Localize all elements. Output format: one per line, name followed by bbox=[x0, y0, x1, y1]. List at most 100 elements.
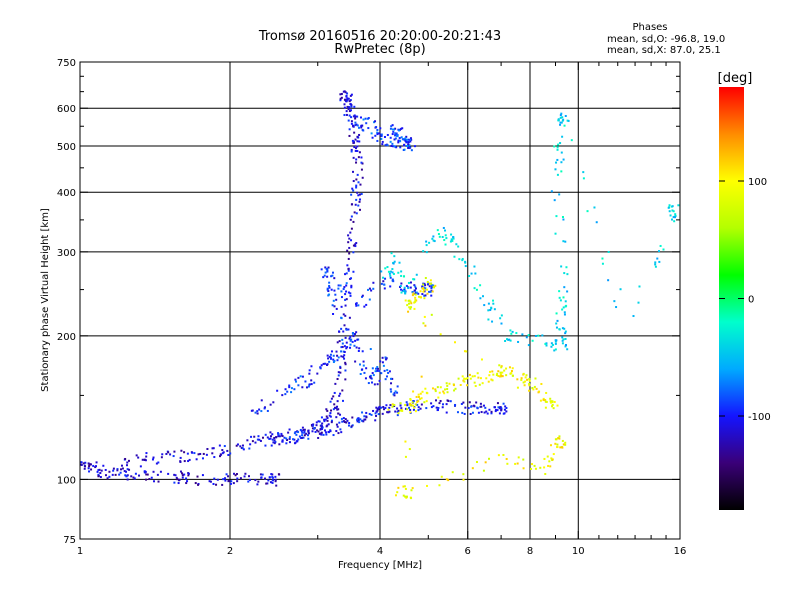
data-point bbox=[388, 272, 391, 275]
data-point bbox=[500, 365, 503, 368]
data-point bbox=[350, 93, 353, 96]
data-point bbox=[400, 270, 403, 273]
data-point bbox=[593, 206, 596, 209]
data-point bbox=[353, 211, 356, 214]
data-point bbox=[374, 120, 377, 123]
data-point bbox=[235, 472, 238, 475]
data-point bbox=[144, 470, 147, 473]
data-point bbox=[264, 477, 267, 480]
data-point bbox=[396, 391, 399, 394]
data-point bbox=[405, 284, 408, 287]
data-point bbox=[326, 287, 329, 290]
data-point bbox=[141, 458, 144, 461]
data-point bbox=[331, 304, 334, 307]
data-point bbox=[672, 216, 675, 219]
data-point bbox=[375, 367, 378, 370]
data-point bbox=[560, 170, 563, 173]
data-point bbox=[437, 233, 440, 236]
data-point bbox=[406, 408, 409, 411]
data-point bbox=[357, 156, 360, 159]
data-point bbox=[340, 305, 343, 308]
data-point bbox=[254, 411, 257, 414]
data-point bbox=[487, 309, 490, 312]
data-point bbox=[355, 302, 358, 305]
data-point bbox=[495, 374, 498, 377]
data-point bbox=[278, 435, 281, 438]
data-point bbox=[341, 342, 344, 345]
data-point bbox=[88, 463, 91, 466]
data-point bbox=[429, 279, 432, 282]
data-point bbox=[319, 428, 322, 431]
x-tick-label: 6 bbox=[465, 546, 471, 557]
data-point bbox=[349, 346, 352, 349]
data-point bbox=[386, 144, 389, 147]
data-point bbox=[280, 432, 283, 435]
data-point bbox=[212, 447, 215, 450]
data-point bbox=[143, 458, 146, 461]
data-point bbox=[402, 290, 405, 293]
data-point bbox=[288, 386, 291, 389]
data-point bbox=[487, 302, 490, 305]
data-point bbox=[567, 119, 570, 122]
data-point bbox=[244, 472, 247, 475]
data-point bbox=[360, 156, 363, 159]
data-point bbox=[520, 377, 523, 380]
stats-x-line: mean, sd,X: 87.0, 25.1 bbox=[607, 45, 721, 56]
data-point bbox=[392, 262, 395, 265]
data-point bbox=[386, 369, 389, 372]
data-point bbox=[206, 447, 209, 450]
data-point bbox=[367, 127, 370, 130]
data-point bbox=[380, 133, 383, 136]
data-point bbox=[340, 431, 343, 434]
data-point bbox=[239, 477, 242, 480]
data-point bbox=[522, 381, 525, 384]
data-point bbox=[423, 288, 426, 291]
data-point bbox=[556, 146, 559, 149]
data-point bbox=[662, 248, 665, 251]
data-point bbox=[265, 482, 268, 485]
data-point bbox=[527, 344, 530, 347]
data-point bbox=[145, 478, 148, 481]
data-point bbox=[330, 275, 333, 278]
data-point bbox=[442, 226, 445, 229]
data-point bbox=[381, 140, 384, 143]
data-point bbox=[450, 233, 453, 236]
data-point bbox=[562, 240, 565, 243]
data-point bbox=[613, 300, 616, 303]
data-point bbox=[119, 471, 122, 474]
data-point bbox=[468, 401, 471, 404]
data-point bbox=[426, 392, 429, 395]
data-point bbox=[332, 299, 335, 302]
data-point bbox=[316, 429, 319, 432]
data-point bbox=[342, 420, 345, 423]
data-point bbox=[493, 308, 496, 311]
data-point bbox=[488, 457, 491, 460]
data-point bbox=[332, 354, 335, 357]
data-point bbox=[553, 145, 556, 148]
data-point bbox=[271, 479, 274, 482]
data-point bbox=[438, 484, 441, 487]
data-point bbox=[564, 441, 567, 444]
data-point bbox=[254, 479, 257, 482]
data-point bbox=[670, 218, 673, 221]
data-point bbox=[156, 473, 159, 476]
data-point bbox=[404, 495, 407, 498]
data-point bbox=[378, 379, 381, 382]
data-point bbox=[236, 443, 239, 446]
data-point bbox=[375, 410, 378, 413]
data-point bbox=[392, 145, 395, 148]
data-point bbox=[390, 145, 393, 148]
data-point bbox=[400, 136, 403, 139]
data-point bbox=[533, 464, 536, 467]
y-tick-label: 500 bbox=[57, 142, 76, 153]
data-point bbox=[517, 340, 520, 343]
data-point bbox=[421, 285, 424, 288]
data-point bbox=[427, 282, 430, 285]
data-point bbox=[335, 416, 338, 419]
data-point bbox=[341, 345, 344, 348]
data-point bbox=[586, 210, 589, 213]
data-point bbox=[288, 441, 291, 444]
data-point bbox=[436, 386, 439, 389]
data-point bbox=[398, 261, 401, 264]
data-point bbox=[384, 356, 387, 359]
